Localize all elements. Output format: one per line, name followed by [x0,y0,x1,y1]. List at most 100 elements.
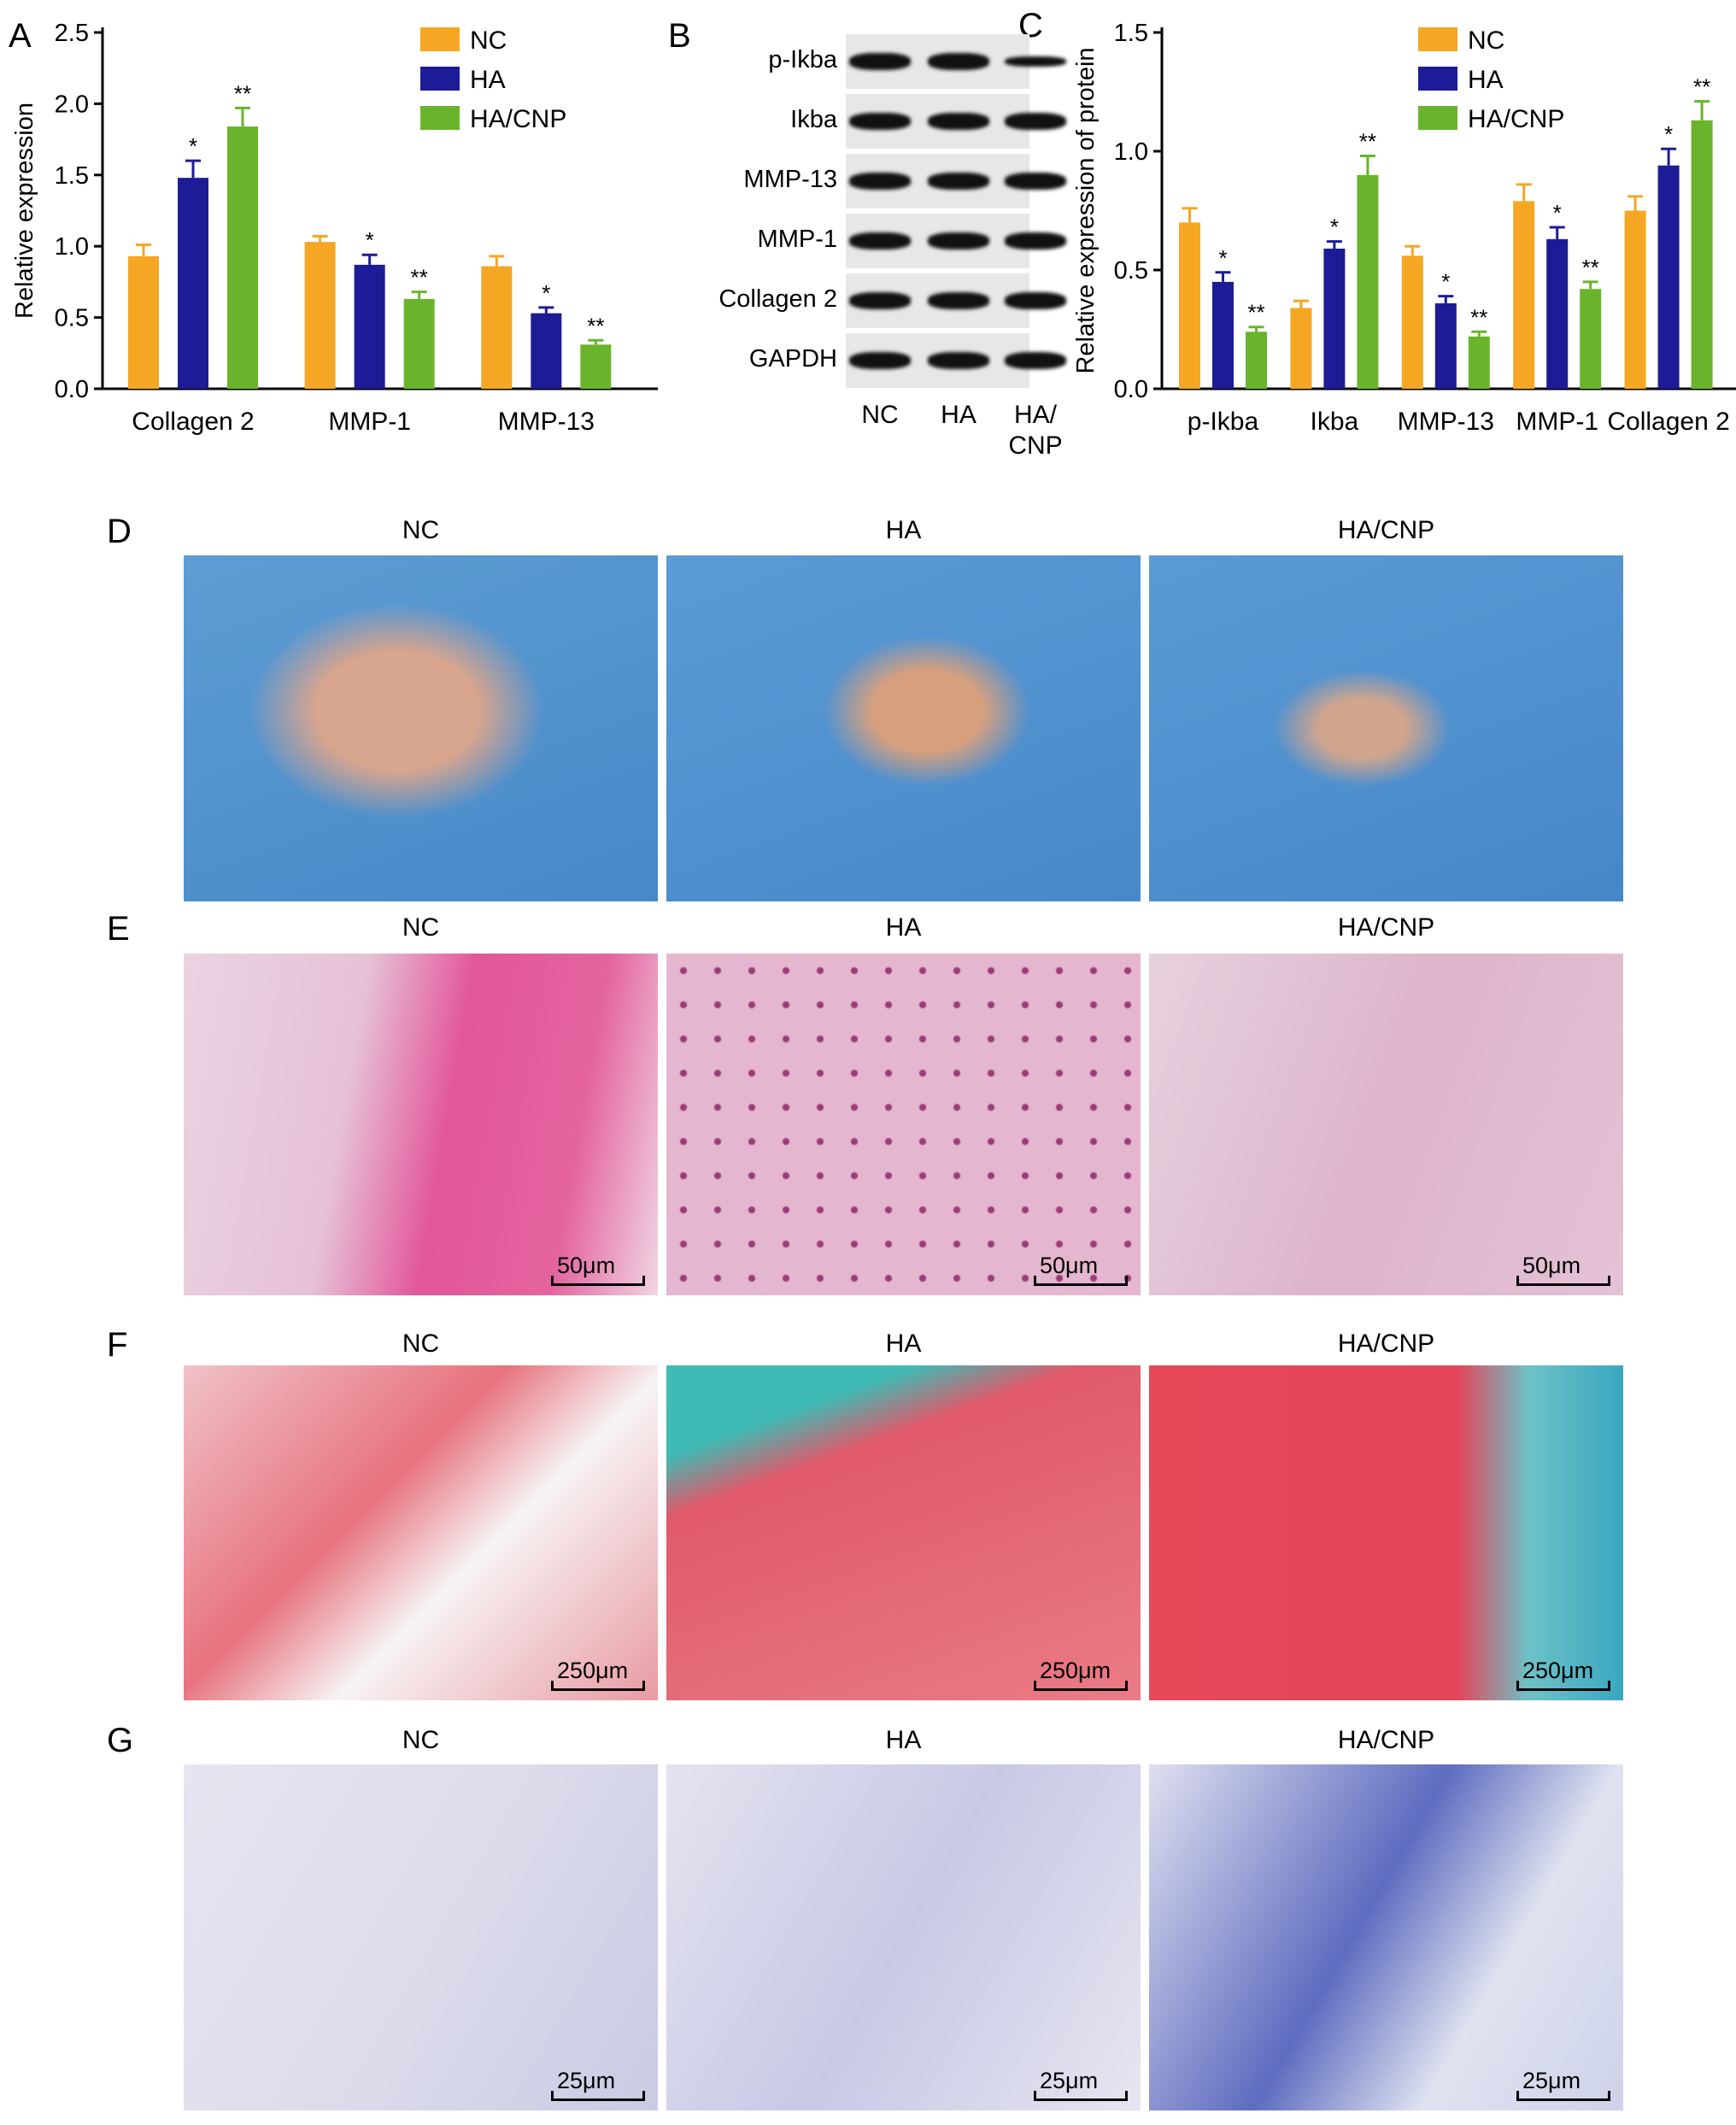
blot-band [928,232,989,249]
micrograph-image [1149,1365,1623,1700]
legend-swatch [420,27,460,51]
legend-swatch [420,106,460,130]
blot-lane-label: HA [941,401,976,429]
significance-marker: ** [1470,304,1487,330]
bar [1212,281,1234,389]
scale-bar-label: 250μm [1522,1658,1594,1683]
significance-marker: * [1218,245,1227,271]
legend-swatch [420,67,460,91]
y-tick-label: 0.0 [1114,376,1148,403]
scale-bar [551,1681,645,1691]
group-label: HA/CNP [1337,1726,1435,1754]
scale-bar [1516,1276,1610,1286]
bar [1357,174,1379,389]
blot-band [928,173,989,190]
x-tick-label: p-Ikba [1188,408,1259,436]
blot-band [1005,292,1066,309]
micrograph-image [666,555,1141,901]
group-label: HA [885,516,922,544]
significance-marker: * [189,133,197,159]
x-tick-label: Collagen 2 [132,408,254,436]
bar [128,255,159,389]
micrograph-image [1149,1764,1623,2110]
legend-swatch [1418,67,1457,91]
bar [531,313,562,389]
scale-bar-label: 250μm [1040,1658,1111,1683]
blot-row-label: Ikba [790,106,837,133]
significance-marker: ** [1582,255,1599,280]
blot-lane-label: HA/ CNP [1008,401,1063,460]
scale-bar-label: 50μm [1040,1253,1099,1278]
blot-band [1005,173,1066,190]
scale-bar [1034,2091,1128,2101]
bar [1513,201,1535,389]
bar [1657,165,1680,389]
chart-c: 0.0 0.5 1.0 1.5 Relative expression of prote… [1072,20,1736,436]
significance-marker: * [1330,214,1339,240]
legend-swatch [1418,27,1457,51]
legend-label: HA [1468,66,1504,94]
y-tick-label: 0.0 [55,376,89,403]
bar [1468,336,1490,389]
micrograph-image [1149,555,1623,901]
blot-row-label: MMP-13 [743,166,837,193]
bar [1580,289,1602,389]
blot-band [1005,352,1066,369]
panel-letter-e: E [107,910,130,948]
group-label: HA [885,1330,922,1358]
panel-letter-b: B [668,17,691,55]
significance-marker: ** [1693,74,1710,100]
micrograph-image [1149,954,1623,1295]
scale-bar-label: 25μm [1522,2068,1581,2093]
y-tick-label: 2.0 [55,91,89,118]
micrograph-image [184,954,658,1295]
bar [1290,308,1312,389]
x-tick-label: MMP-1 [328,408,411,436]
legend-label: HA [470,66,506,94]
y-tick-label: 2.5 [55,20,89,47]
blot-row-label: GAPDH [748,345,837,373]
bar [227,126,258,389]
significance-marker: ** [411,265,428,291]
legend-swatch [1418,106,1457,130]
significance-marker: * [366,227,374,253]
bar [1246,332,1267,389]
legend-label: NC [470,26,507,55]
group-label: HA/CNP [1337,913,1435,942]
panel-letter-g: G [107,1722,134,1759]
blot-band [849,292,911,309]
blot-band [849,173,911,190]
bar [1691,120,1713,390]
significance-marker: ** [1247,300,1264,326]
significance-marker: * [1441,269,1450,295]
blot-band [1005,113,1066,130]
blot-band [849,352,911,369]
bar [1624,210,1646,389]
bar [1401,255,1423,389]
group-label: HA [885,1726,922,1754]
scale-bar [1516,2091,1610,2101]
y-axis-label: Relative expression [11,103,38,319]
micrograph-image [666,1365,1141,1700]
bar [1323,248,1346,389]
legend-label: HA/CNP [470,105,566,133]
blot-row-label: p-Ikba [768,46,837,73]
scale-bar-label: 50μm [557,1253,616,1278]
bar [1179,222,1200,389]
bar [1546,238,1569,389]
group-label: NC [402,1726,440,1754]
blot-lane-label: NC [861,401,899,429]
blot-band [928,292,989,309]
bar [580,344,612,389]
scale-bar-label: 25μm [557,2068,616,2093]
group-label: HA/CNP [1337,1330,1435,1358]
blot-band [849,232,911,249]
group-label: NC [402,1330,440,1358]
bar [403,298,435,389]
scale-bar [551,2091,645,2101]
bar [1434,302,1457,389]
legend-label: NC [1468,26,1504,55]
group-label: NC [402,913,440,942]
blot-band [1005,56,1066,67]
